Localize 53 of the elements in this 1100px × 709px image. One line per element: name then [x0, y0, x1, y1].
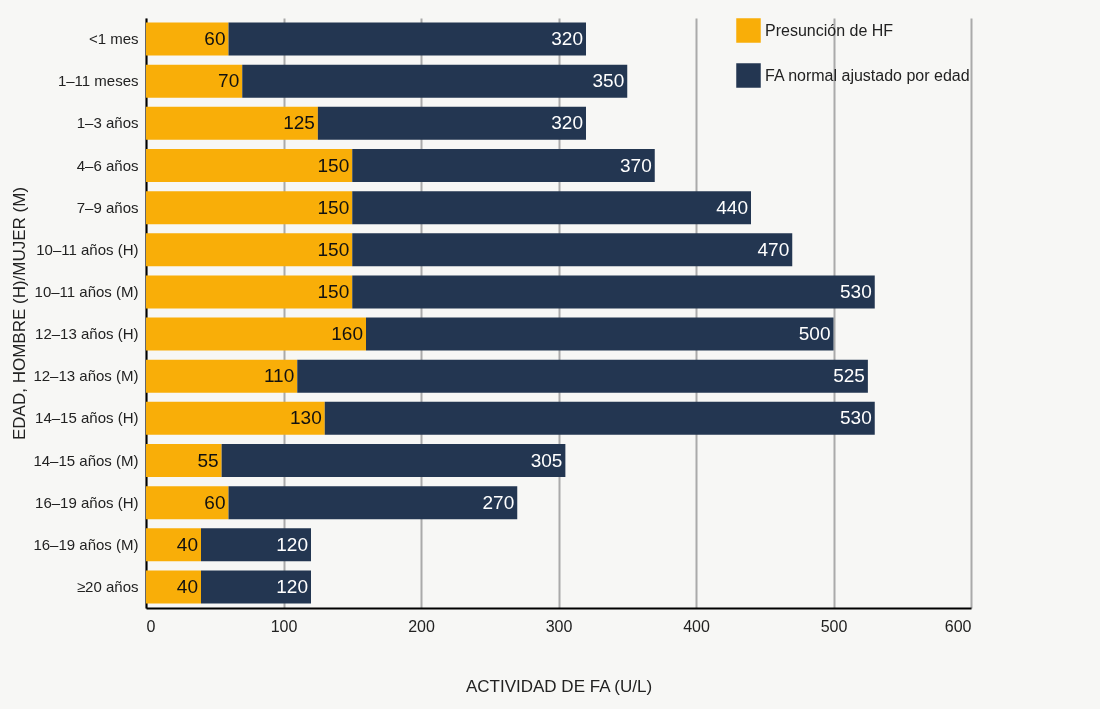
- y-tick-label: 16–19 años (H): [35, 493, 139, 511]
- y-axis-title: EDAD, HOMBRE (H)/MUJER (M): [10, 186, 30, 441]
- y-tick-label: <1 mes: [88, 30, 139, 48]
- total-label: 270: [482, 491, 515, 513]
- y-tick-label: 12–13 años (H): [35, 325, 139, 343]
- total-label: 440: [716, 196, 748, 218]
- data-label: 40: [176, 533, 198, 555]
- total-label: 120: [276, 575, 308, 597]
- x-tick-label: 100: [270, 617, 298, 635]
- x-tick-label: 0: [146, 617, 156, 635]
- data-label: 160: [331, 323, 363, 345]
- data-label: 130: [290, 407, 322, 429]
- total-label: 320: [551, 112, 583, 134]
- data-label: 150: [317, 280, 350, 302]
- data-label: 150: [317, 154, 350, 176]
- x-tick-label: 400: [683, 617, 710, 635]
- data-label: 125: [283, 112, 315, 134]
- y-tick-label: 16–19 años (M): [33, 535, 139, 553]
- data-label: 40: [176, 575, 198, 597]
- data-label: 110: [263, 365, 295, 387]
- total-label: 470: [757, 238, 790, 260]
- y-tick-label: 10–11 años (M): [34, 282, 139, 300]
- y-tick-label: 1–3 años: [76, 114, 139, 132]
- data-label: 55: [197, 449, 219, 471]
- total-label: 500: [798, 323, 831, 345]
- y-tick-label: 12–13 años (M): [33, 367, 139, 385]
- total-label: 370: [620, 154, 652, 176]
- y-tick-label: 1–11 meses: [57, 72, 139, 90]
- data-label: 70: [218, 70, 240, 92]
- x-tick-label: 300: [545, 617, 573, 635]
- total-label: 305: [530, 449, 563, 471]
- x-tick-label: 200: [408, 617, 435, 635]
- y-tick-label: ≥20 años: [76, 577, 139, 595]
- data-label: 150: [317, 238, 350, 260]
- x-axis-title: ACTIVIDAD DE FA (U/L): [465, 676, 653, 696]
- legend-label: FA normal ajustado por edad: [765, 66, 970, 84]
- total-label: 530: [840, 407, 872, 429]
- data-label: 150: [317, 196, 350, 218]
- y-tick-label: 7–9 años: [76, 198, 139, 216]
- y-tick-label: 14–15 años (M): [33, 451, 139, 469]
- x-tick-label: 600: [944, 617, 972, 635]
- y-tick-label: 14–15 años (H): [35, 409, 139, 427]
- total-label: 530: [840, 280, 872, 302]
- y-tick-label: 10–11 años (H): [36, 240, 139, 258]
- data-label: 60: [204, 28, 226, 50]
- total-label: 120: [276, 533, 308, 555]
- x-tick-label: 500: [820, 617, 848, 635]
- y-tick-label: 4–6 años: [76, 156, 139, 174]
- total-label: 525: [833, 365, 865, 387]
- total-label: 320: [551, 28, 583, 50]
- legend-label: Presunción de HF: [765, 21, 894, 39]
- total-label: 350: [592, 70, 625, 92]
- data-label: 60: [204, 491, 226, 513]
